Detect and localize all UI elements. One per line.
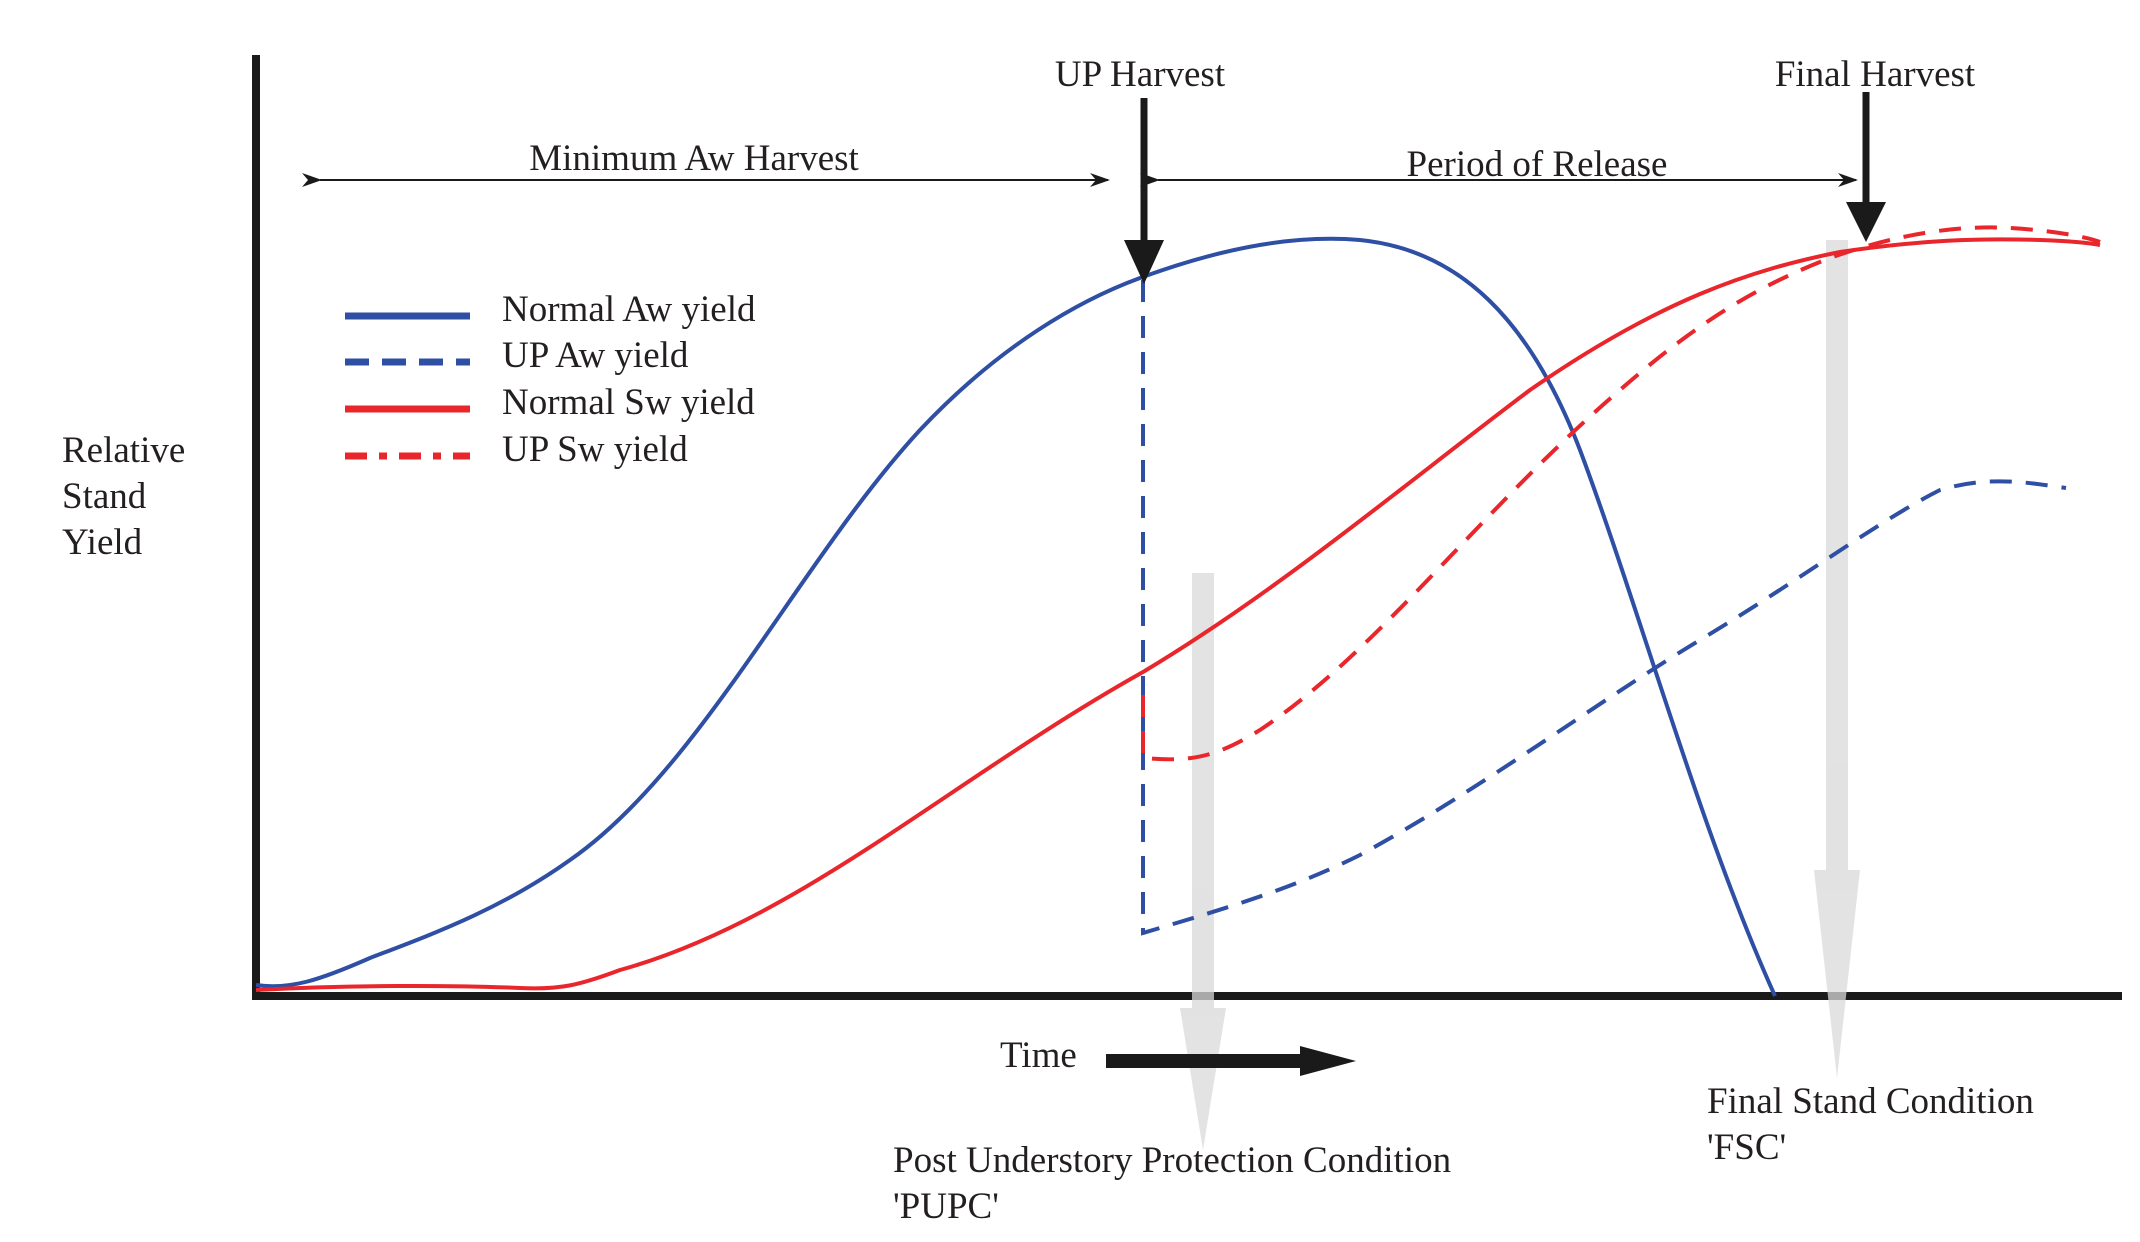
pupc-arrow [1180,573,1226,1150]
up-aw-yield-curve [1141,280,2067,936]
legend: Normal Aw yield UP Aw yield Normal Sw yi… [345,289,756,470]
fsc-label-line-2: 'FSC' [1707,1127,1786,1168]
final-harvest-label: Final Harvest [1775,54,1976,95]
legend-label-up-aw: UP Aw yield [502,335,689,376]
pupc-label-line-1: Post Understory Protection Condition [893,1140,1451,1181]
pupc-label: Post Understory Protection Condition 'PU… [893,1140,1460,1227]
up-harvest-label: UP Harvest [1055,54,1226,95]
legend-label-up-sw: UP Sw yield [502,429,688,470]
minimum-aw-harvest-label: Minimum Aw Harvest [529,138,859,179]
y-axis-label-line-1: Relative [62,430,185,471]
y-axis-label: Relative Stand Yield [62,430,195,563]
up-harvest-arrowhead [1124,240,1164,284]
final-harvest-arrowhead [1846,202,1886,242]
period-of-release-label: Period of Release [1407,144,1668,185]
pupc-label-line-2: 'PUPC' [893,1186,999,1227]
y-axis-label-line-2: Stand [62,476,147,517]
time-arrowhead [1300,1046,1356,1076]
fsc-label: Final Stand Condition 'FSC' [1707,1081,2043,1168]
legend-label-normal-aw: Normal Aw yield [502,289,756,330]
fsc-arrow [1814,240,1860,1078]
y-axis-label-line-3: Yield [62,522,143,563]
normal-aw-yield-curve [255,236,1777,997]
x-axis-label: Time [1000,1035,1077,1076]
legend-label-normal-sw: Normal Sw yield [502,382,755,423]
up-sw-yield-curve [1141,225,2101,762]
fsc-label-line-1: Final Stand Condition [1707,1081,2034,1122]
normal-sw-yield-curve [255,237,2101,992]
